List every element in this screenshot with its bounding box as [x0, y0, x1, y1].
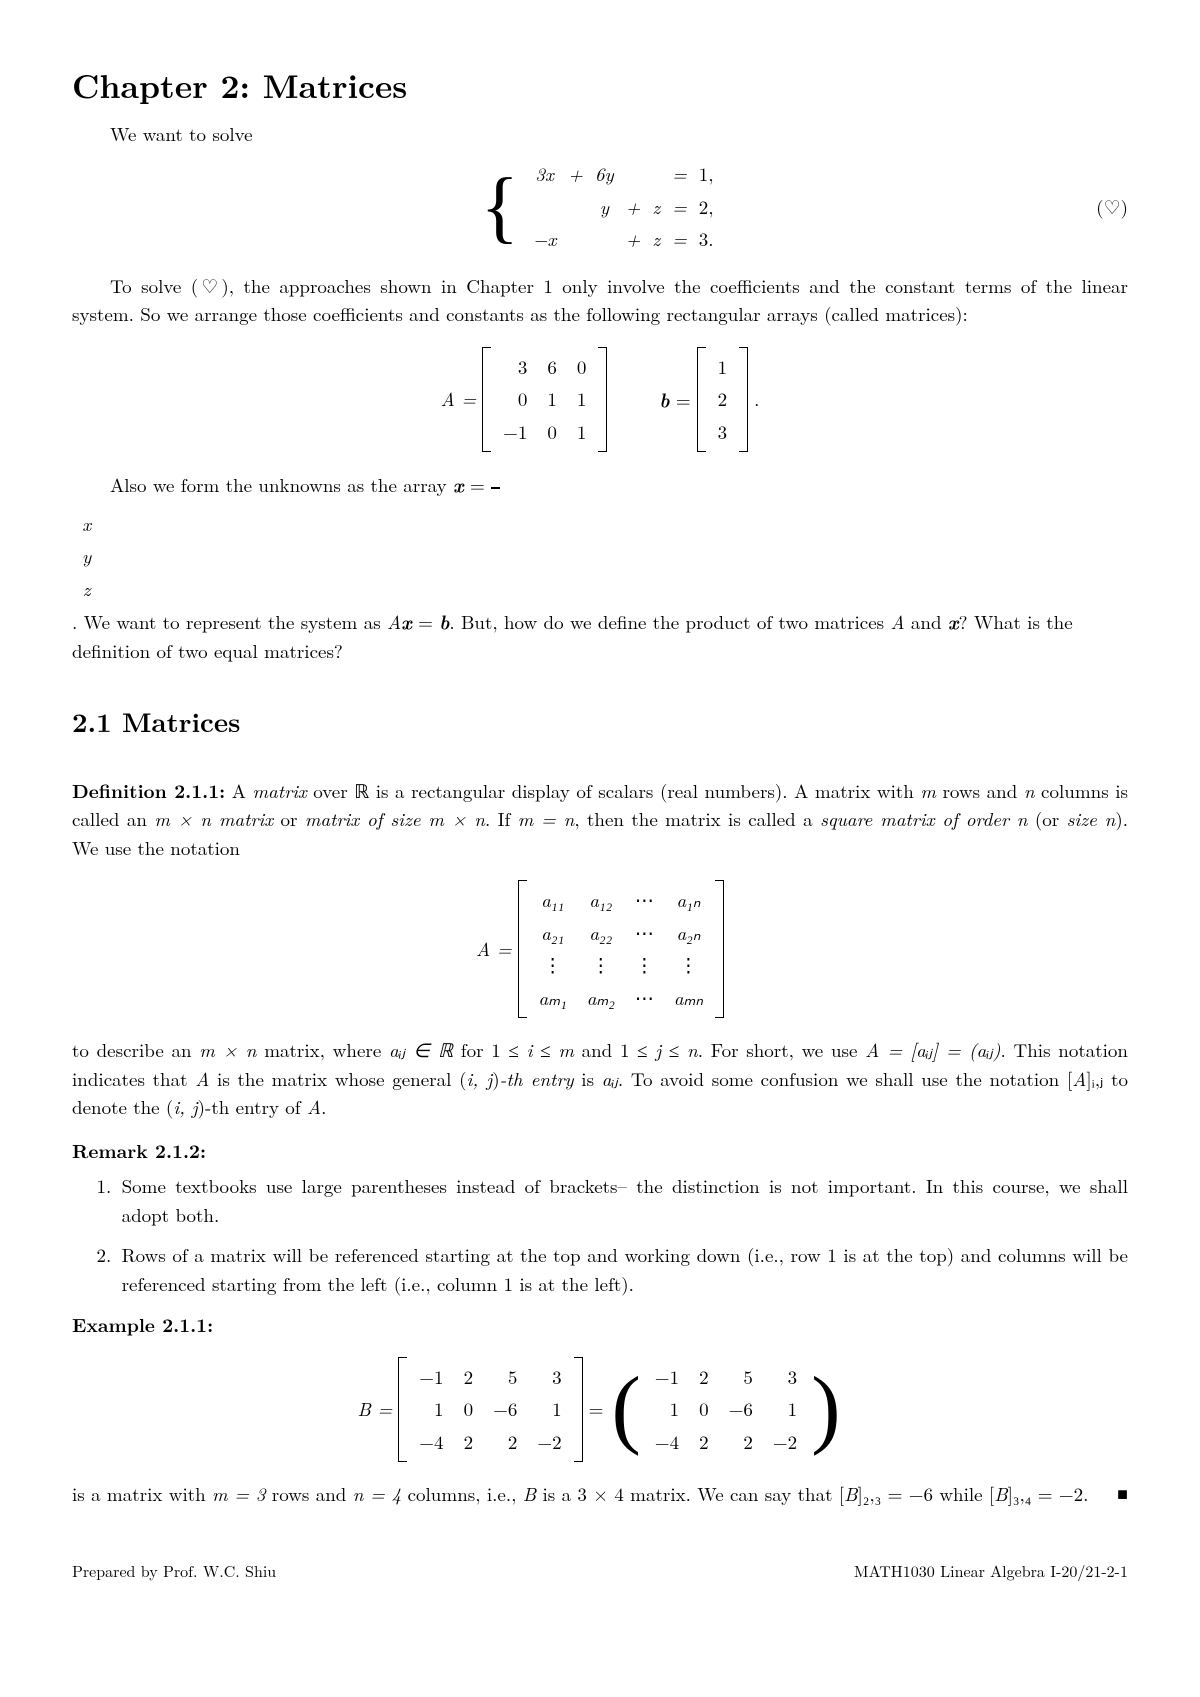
para-1: To solve (♡), the approaches shown in Ch…	[72, 272, 1128, 329]
remark-item-2: Rows of a matrix will be referenced star…	[118, 1241, 1128, 1298]
label-b: b =	[659, 385, 690, 415]
equation-label: (♡)	[1096, 193, 1128, 222]
example-tail: is a matrix with m = 3 rows and n = 4 co…	[72, 1480, 1128, 1509]
matrix-A: 360 011 −101	[482, 347, 607, 453]
label-A: A =	[441, 385, 477, 414]
general-matrix: A = a₁₁a₁₂⋯a₁ₙ a₂₁a₂₂⋯a₂ₙ ⋮⋮⋮⋮ aₘ₁aₘ₂⋯aₘ…	[72, 880, 1128, 1018]
definition-2-1-1: Definition 2.1.1: A matrix over ℝ is a r…	[72, 776, 1128, 863]
period: .	[754, 385, 759, 414]
left-brace: {	[480, 172, 518, 242]
system-equations: { 3x+6y=1, y+z=2, −x+z=3. (♡)	[72, 158, 1128, 256]
remark-item-1: Some textbooks use large parentheses ins…	[118, 1172, 1128, 1229]
chapter-title: Chapter 2: Matrices	[72, 60, 1128, 110]
para-2: Also we form the unknowns as the array x…	[72, 470, 1128, 500]
vector-x	[491, 487, 500, 489]
intro-text: We want to solve	[72, 120, 1128, 149]
matrices-A-b: A = 360 011 −101 b = 1 2 3 .	[72, 347, 1128, 453]
page-footer: Prepared by Prof. W.C. Shiu MATH1030 Lin…	[72, 1559, 1128, 1583]
remark-head: Remark 2.1.2:	[72, 1136, 1128, 1165]
remark-list: Some textbooks use large parentheses ins…	[95, 1172, 1128, 1298]
example-head: Example 2.1.1:	[72, 1310, 1128, 1339]
matrix-B-parens: ( −1253 10−61 −422−2 )	[609, 1357, 842, 1463]
matrix-B-brackets: −1253 10−61 −422−2	[398, 1357, 582, 1463]
footer-left: Prepared by Prof. W.C. Shiu	[72, 1559, 276, 1583]
matrix-B-row: B = −1253 10−61 −422−2 = ( −1253 10−61 −…	[72, 1357, 1128, 1463]
section-2-1: 2.1 Matrices	[72, 701, 1128, 742]
vector-b: 1 2 3	[697, 347, 749, 453]
footer-right: MATH1030 Linear Algebra I-20/21-2-1	[854, 1559, 1128, 1583]
qed-icon: ■	[1117, 1480, 1128, 1507]
system-table: 3x+6y=1, y+z=2, −x+z=3.	[527, 158, 720, 256]
definition-tail: to describe an m × n matrix, where aᵢⱼ ∈…	[72, 1036, 1128, 1122]
